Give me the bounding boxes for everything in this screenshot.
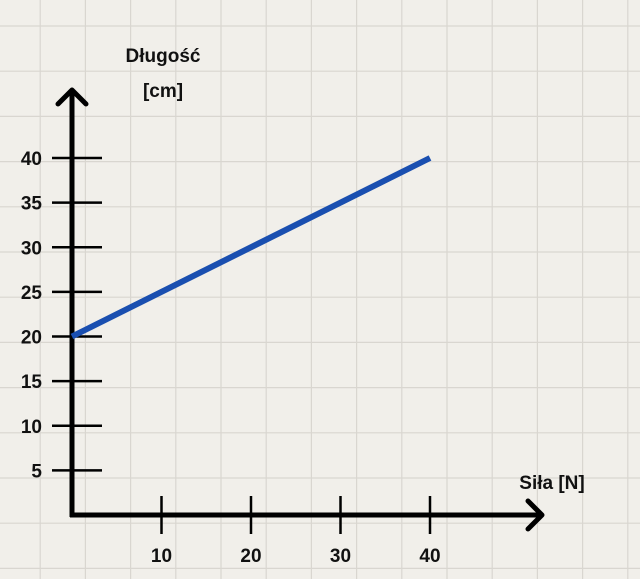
y-tick-label: 40: [21, 149, 42, 170]
y-tick-label: 15: [21, 372, 43, 393]
axes: [55, 87, 545, 532]
y-tick-label: 20: [21, 328, 42, 349]
y-tick-label: 35: [21, 194, 43, 215]
y-tick-label: 30: [21, 238, 42, 259]
series: [70, 155, 432, 340]
x-tick-label: 30: [330, 546, 351, 567]
x-tick-label: 20: [240, 546, 261, 567]
x-tick-label: 40: [419, 546, 440, 567]
y-tick-label: 5: [31, 461, 42, 482]
x-tick-label: 10: [151, 546, 172, 567]
y-tick-label: 25: [21, 283, 43, 304]
ticks: 5 10 15 20 25 30 35 40 10 20 30 40: [21, 149, 441, 567]
y-axis-title-line2: [cm]: [143, 81, 183, 102]
y-axis-title-line1: Długość: [126, 46, 201, 67]
y-axis-arrow: [55, 87, 89, 107]
series-line: [70, 155, 432, 340]
x-axis-title: Siła [N]: [519, 473, 584, 494]
y-tick-label: 10: [21, 417, 42, 438]
x-axis-arrow: [525, 498, 545, 532]
